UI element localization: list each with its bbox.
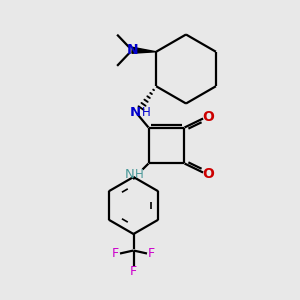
Text: O: O — [202, 110, 214, 124]
Text: N: N — [124, 168, 134, 182]
Polygon shape — [132, 47, 156, 53]
Text: F: F — [130, 265, 137, 278]
Text: H: H — [142, 106, 151, 119]
Text: N: N — [126, 43, 138, 57]
Text: O: O — [202, 167, 214, 181]
Text: F: F — [112, 247, 119, 260]
Text: N: N — [130, 106, 141, 119]
Text: F: F — [148, 247, 155, 260]
Text: H: H — [135, 168, 144, 182]
